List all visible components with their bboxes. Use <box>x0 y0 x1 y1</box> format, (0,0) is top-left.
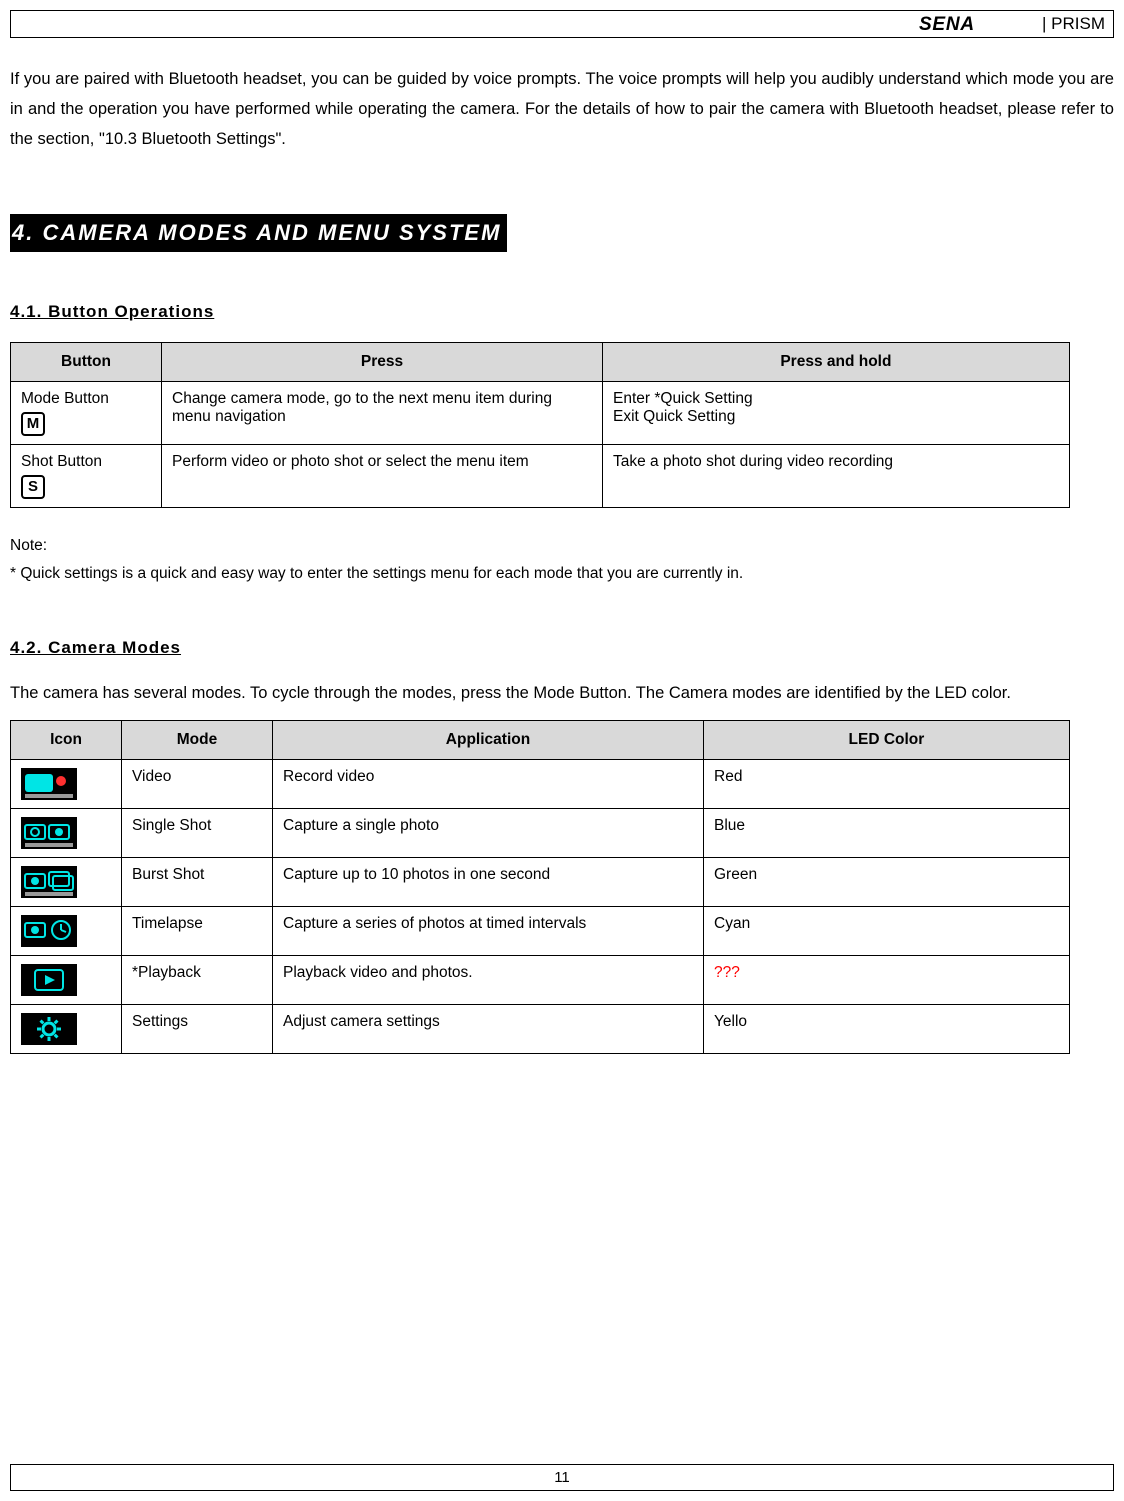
mode-icon-cell <box>11 858 122 907</box>
application-cell: Capture a series of photos at timed inte… <box>273 907 704 956</box>
button-cell: Shot Button S <box>11 445 162 508</box>
table-row: Burst ShotCapture up to 10 photos in one… <box>11 858 1070 907</box>
application-cell: Capture up to 10 photos in one second <box>273 858 704 907</box>
hold-cell: Enter *Quick Setting Exit Quick Setting <box>603 382 1070 445</box>
led-color-cell: Yello <box>704 1005 1070 1054</box>
page-header: SENA | PRISM <box>10 10 1114 38</box>
application-cell: Capture a single photo <box>273 809 704 858</box>
section-4-1-title: 4.1. Button Operations <box>10 302 1114 322</box>
mode-icon-cell <box>11 907 122 956</box>
burst-icon <box>21 866 77 898</box>
mode-name-cell: Video <box>122 760 273 809</box>
table-header-press: Press <box>162 343 603 382</box>
mode-icon-cell <box>11 1005 122 1054</box>
application-cell: Adjust camera settings <box>273 1005 704 1054</box>
led-color-cell: Red <box>704 760 1070 809</box>
video-icon <box>21 768 77 800</box>
button-icon: M <box>21 412 45 436</box>
mode-name-cell: Settings <box>122 1005 273 1054</box>
table-row: SettingsAdjust camera settingsYello <box>11 1005 1070 1054</box>
mode-name-cell: Burst Shot <box>122 858 273 907</box>
note-label: Note: <box>10 532 1114 560</box>
mode-icon-cell <box>11 809 122 858</box>
mode-name-cell: Timelapse <box>122 907 273 956</box>
section-4-2-title: 4.2. Camera Modes <box>10 638 1114 658</box>
mode-name-cell: *Playback <box>122 956 273 1005</box>
mode-name-cell: Single Shot <box>122 809 273 858</box>
table-row: *PlaybackPlayback video and photos.??? <box>11 956 1070 1005</box>
application-cell: Record video <box>273 760 704 809</box>
led-color-cell: Green <box>704 858 1070 907</box>
press-cell: Perform video or photo shot or select th… <box>162 445 603 508</box>
page-number: 11 <box>10 1464 1114 1491</box>
sena-logo: SENA <box>919 13 1036 35</box>
table-row: TimelapseCapture a series of photos at t… <box>11 907 1070 956</box>
settings-icon <box>21 1013 77 1045</box>
button-cell: Mode Button M <box>11 382 162 445</box>
table-header-hold: Press and hold <box>603 343 1070 382</box>
intro-paragraph: If you are paired with Bluetooth headset… <box>10 64 1114 154</box>
mode-icon-cell <box>11 956 122 1005</box>
table-header-button: Button <box>11 343 162 382</box>
section-4-title: 4. CAMERA MODES AND MENU SYSTEM <box>10 214 507 252</box>
single-icon <box>21 817 77 849</box>
mode-icon-cell <box>11 760 122 809</box>
table-row: VideoRecord videoRed <box>11 760 1070 809</box>
led-color-cell: ??? <box>704 956 1070 1005</box>
modes-header-led: LED Color <box>704 721 1070 760</box>
button-label: Mode Button <box>21 390 151 408</box>
camera-modes-table: Icon Mode Application LED Color VideoRec… <box>10 720 1070 1054</box>
application-cell: Playback video and photos. <box>273 956 704 1005</box>
product-name: | PRISM <box>1042 14 1105 34</box>
led-color-cell: Cyan <box>704 907 1070 956</box>
table-row: Mode Button M Change camera mode, go to th… <box>11 382 1070 445</box>
timelapse-icon <box>21 915 77 947</box>
note-text: * Quick settings is a quick and easy way… <box>10 560 1114 588</box>
button-icon: S <box>21 475 45 499</box>
playback-icon <box>21 964 77 996</box>
modes-header-icon: Icon <box>11 721 122 760</box>
press-cell: Change camera mode, go to the next menu … <box>162 382 603 445</box>
svg-text:SENA: SENA <box>919 14 975 35</box>
modes-header-mode: Mode <box>122 721 273 760</box>
table-row: Single ShotCapture a single photoBlue <box>11 809 1070 858</box>
led-color-cell: Blue <box>704 809 1070 858</box>
button-label: Shot Button <box>21 453 151 471</box>
hold-cell: Take a photo shot during video recording <box>603 445 1070 508</box>
modes-header-application: Application <box>273 721 704 760</box>
table-row: Shot Button S Perform video or photo shot … <box>11 445 1070 508</box>
button-operations-table: Button Press Press and hold Mode ButtonM… <box>10 342 1070 508</box>
camera-modes-paragraph: The camera has several modes. To cycle t… <box>10 678 1114 708</box>
